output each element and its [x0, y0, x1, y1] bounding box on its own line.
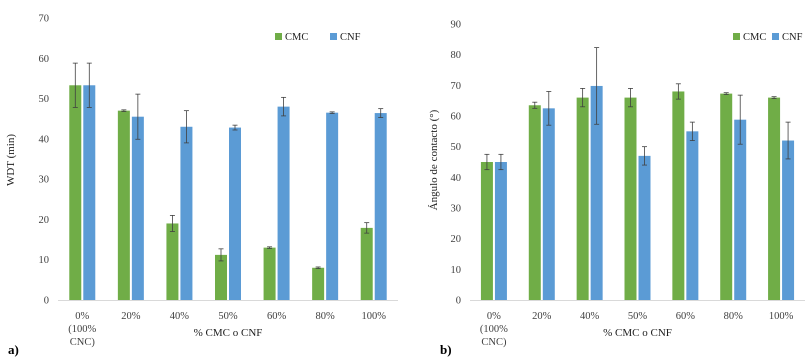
- y-axis-title: WDT (min): [5, 134, 17, 186]
- bar-cmc: [480, 162, 493, 300]
- y-tick-label: 70: [451, 81, 462, 92]
- legend-label-cnf: CNF: [782, 32, 803, 43]
- bar-cnf: [686, 131, 699, 300]
- x-tick-label: 20%: [121, 311, 141, 322]
- y-axis-title: Ángulo de contacto (°): [428, 109, 440, 210]
- y-tick-label: 20: [39, 215, 50, 226]
- bar-cmc: [624, 97, 637, 300]
- legend-swatch-cnf: [772, 33, 779, 40]
- panel-label: b): [440, 342, 452, 357]
- x-tick-label: 50%: [628, 311, 648, 322]
- x-tick-label: CNC): [481, 337, 507, 348]
- y-tick-label: 70: [39, 14, 50, 25]
- bar-cmc: [263, 247, 276, 300]
- chart-panel-1: 0 10 20 30 40 50 60 70 0% (100% CNC) 20% 40% 50% 60% 80…: [5, 14, 398, 357]
- panel-label: a): [8, 342, 19, 357]
- y-tick-label: 0: [456, 296, 461, 307]
- x-tick-label: (100%: [480, 324, 508, 335]
- bar-cmc: [166, 223, 179, 300]
- bar-cnf: [542, 108, 555, 300]
- legend-swatch-cmc: [275, 33, 282, 40]
- x-tick-label: 60%: [676, 311, 696, 322]
- bar-cmc: [528, 105, 541, 301]
- y-tick-label: 40: [451, 173, 462, 184]
- x-tick-label: 50%: [218, 311, 238, 322]
- bar-cmc: [768, 97, 781, 300]
- bar-cmc: [69, 85, 82, 300]
- y-tick-label: 10: [451, 265, 462, 276]
- x-tick-label: 100%: [769, 311, 794, 322]
- bar-cnf: [638, 155, 651, 300]
- legend-label-cmc: CMC: [743, 32, 766, 43]
- x-tick-label: 80%: [316, 311, 336, 322]
- x-axis-title: % CMC o CNF: [603, 327, 672, 339]
- x-tick-label: 20%: [532, 311, 552, 322]
- y-tick-label: 0: [44, 296, 49, 307]
- bar-cnf: [180, 126, 193, 301]
- bar-cnf: [229, 127, 241, 300]
- x-tick-label: 0%: [75, 311, 89, 322]
- bar-cmc: [312, 267, 325, 300]
- bar-cnf: [734, 119, 747, 301]
- x-tick-label: 40%: [170, 311, 190, 322]
- y-tick-label: 10: [39, 255, 50, 266]
- x-tick-label: 80%: [724, 311, 744, 322]
- x-tick-label: CNC): [70, 337, 96, 348]
- bar-cmc: [672, 91, 685, 300]
- bar-cmc: [360, 227, 373, 300]
- bar-cnf: [277, 106, 290, 300]
- legend-swatch-cmc: [733, 33, 740, 40]
- bar-cnf: [83, 85, 96, 300]
- bar-cnf: [131, 116, 144, 300]
- x-tick-label: 60%: [267, 311, 287, 322]
- x-tick-label: 40%: [580, 311, 600, 322]
- y-tick-label: 20: [451, 234, 462, 245]
- bar-cnf: [782, 140, 795, 300]
- y-tick-label: 30: [451, 204, 462, 215]
- bar-cmc: [720, 93, 733, 300]
- y-tick-label: 80: [451, 50, 462, 61]
- x-tick-label: (100%: [68, 324, 96, 335]
- bar-cmc: [117, 110, 130, 301]
- bar-cnf: [590, 85, 603, 301]
- bar-cnf: [326, 112, 339, 301]
- x-axis-title: % CMC o CNF: [194, 327, 263, 339]
- x-tick-label: 0%: [487, 311, 501, 322]
- legend-label-cmc: CMC: [285, 32, 308, 43]
- bar-cmc: [576, 97, 589, 300]
- bar-cnf: [494, 162, 507, 300]
- y-tick-label: 50: [39, 94, 50, 105]
- x-tick-label: 100%: [361, 311, 386, 322]
- y-tick-label: 40: [39, 134, 50, 145]
- legend-label-cnf: CNF: [340, 32, 361, 43]
- bar-cmc: [215, 254, 227, 300]
- y-tick-label: 30: [39, 175, 50, 186]
- y-tick-label: 60: [39, 54, 50, 65]
- y-tick-label: 90: [451, 20, 462, 31]
- y-tick-label: 50: [451, 142, 462, 153]
- chart-panel-2: 0 10 20 30 40 50 60 70 80 90 0% (100% CNC) 20% 40% 50% 6…: [428, 20, 805, 357]
- bar-cnf: [374, 113, 387, 301]
- legend-swatch-cnf: [330, 33, 337, 40]
- y-tick-label: 60: [451, 112, 462, 123]
